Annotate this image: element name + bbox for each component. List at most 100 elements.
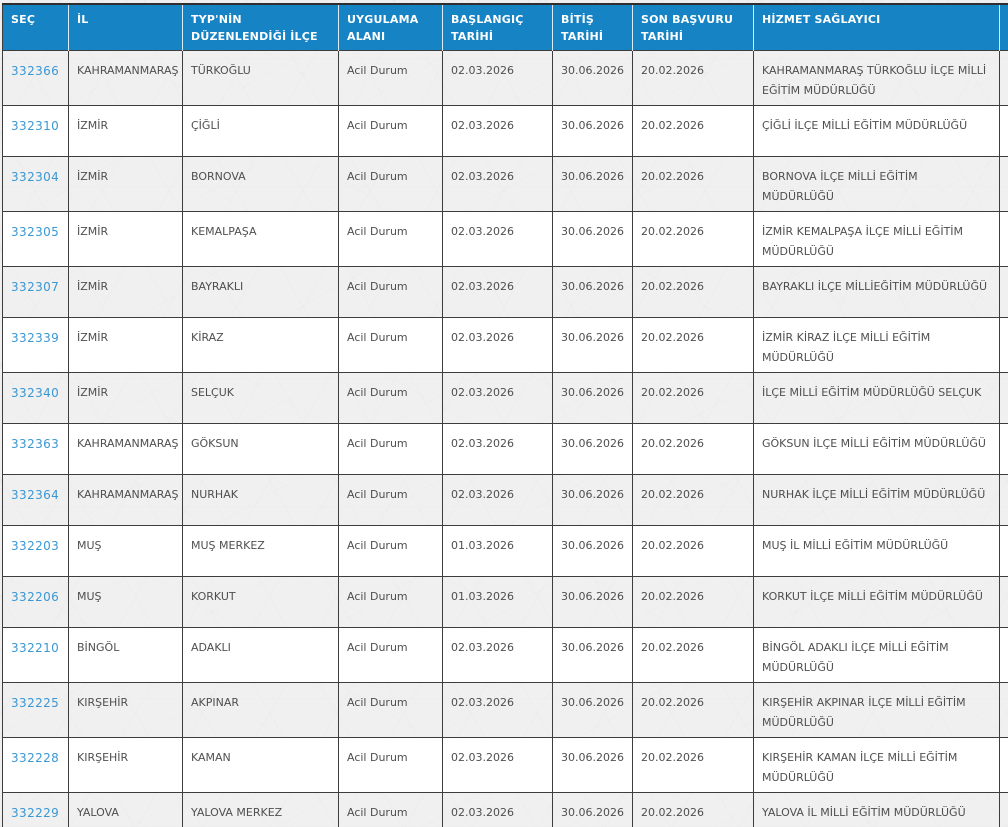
cell-son-basvuru-tarihi: 20.02.2026 [632, 792, 754, 827]
cell-islem-clipped [999, 105, 1008, 157]
cell-baslangic-tarihi: 01.03.2026 [442, 525, 553, 577]
cell-son-basvuru-tarihi: 20.02.2026 [632, 682, 754, 738]
cell-son-basvuru-tarihi: 20.02.2026 [632, 627, 754, 683]
cell-ilce: GÖKSUN [182, 423, 339, 475]
cell-il: KAHRAMANMARAŞ [68, 423, 183, 475]
cell-baslangic-tarihi: 02.03.2026 [442, 737, 553, 793]
cell-il: İZMİR [68, 317, 183, 373]
cell-il: İZMİR [68, 266, 183, 318]
cell-uygulama-alani: Acil Durum [338, 266, 443, 318]
cell-uygulama-alani: Acil Durum [338, 50, 443, 106]
typ-id-link[interactable]: 332366 [11, 64, 60, 78]
table-header: SEÇ İL TYP'NİN DÜZENLENDİĞİ İLÇE UYGULAM… [2, 4, 1008, 51]
typ-id-link[interactable]: 332228 [11, 751, 60, 765]
cell-il: KIRŞEHİR [68, 737, 183, 793]
cell-sec: 332366 [2, 50, 69, 106]
cell-ilce: ADAKLI [182, 627, 339, 683]
cell-islem-clipped [999, 474, 1008, 526]
cell-bitis-tarihi: 30.06.2026 [552, 372, 633, 424]
table-row: 332225 KIRŞEHİR AKPINAR Acil Durum 02.03… [2, 682, 1008, 738]
cell-uygulama-alani: Acil Durum [338, 525, 443, 577]
column-header-son-basvuru-tarihi: SON BAŞVURU TARİHİ [632, 4, 754, 51]
cell-baslangic-tarihi: 02.03.2026 [442, 211, 553, 267]
cell-baslangic-tarihi: 02.03.2026 [442, 792, 553, 827]
typ-table: SEÇ İL TYP'NİN DÜZENLENDİĞİ İLÇE UYGULAM… [2, 3, 1008, 827]
table-row: 332210 BİNGÖL ADAKLI Acil Durum 02.03.20… [2, 627, 1008, 683]
cell-bitis-tarihi: 30.06.2026 [552, 211, 633, 267]
cell-islem-clipped [999, 423, 1008, 475]
cell-uygulama-alani: Acil Durum [338, 792, 443, 827]
cell-son-basvuru-tarihi: 20.02.2026 [632, 105, 754, 157]
cell-hizmet-saglayici: KIRŞEHİR KAMAN İLÇE MİLLİ EĞİTİM MÜDÜRLÜ… [753, 737, 1000, 793]
cell-hizmet-saglayici: BAYRAKLI İLÇE MİLLİEĞİTİM MÜDÜRLÜĞÜ [753, 266, 1000, 318]
typ-id-link[interactable]: 332305 [11, 225, 60, 239]
cell-hizmet-saglayici: YALOVA İL MİLLİ EĞİTİM MÜDÜRLÜĞÜ [753, 792, 1000, 827]
typ-id-link[interactable]: 332225 [11, 696, 60, 710]
cell-islem-clipped [999, 737, 1008, 793]
table-row: 332304 İZMİR BORNOVA Acil Durum 02.03.20… [2, 156, 1008, 212]
cell-il: KAHRAMANMARAŞ [68, 50, 183, 106]
cell-ilce: MUŞ MERKEZ [182, 525, 339, 577]
cell-bitis-tarihi: 30.06.2026 [552, 682, 633, 738]
cell-islem-clipped [999, 211, 1008, 267]
cell-ilce: KORKUT [182, 576, 339, 628]
typ-id-link[interactable]: 332210 [11, 641, 60, 655]
table-body: 332366 KAHRAMANMARAŞ TÜRKOĞLU Acil Durum… [2, 50, 1008, 827]
cell-sec: 332203 [2, 525, 69, 577]
cell-islem-clipped [999, 576, 1008, 628]
cell-sec: 332225 [2, 682, 69, 738]
cell-hizmet-saglayici: MUŞ İL MİLLİ EĞİTİM MÜDÜRLÜĞÜ [753, 525, 1000, 577]
table-row: 332206 MUŞ KORKUT Acil Durum 01.03.2026 … [2, 576, 1008, 628]
cell-bitis-tarihi: 30.06.2026 [552, 317, 633, 373]
typ-id-link[interactable]: 332304 [11, 170, 60, 184]
cell-sec: 332310 [2, 105, 69, 157]
cell-son-basvuru-tarihi: 20.02.2026 [632, 576, 754, 628]
typ-id-link[interactable]: 332310 [11, 119, 60, 133]
cell-bitis-tarihi: 30.06.2026 [552, 737, 633, 793]
cell-bitis-tarihi: 30.06.2026 [552, 627, 633, 683]
cell-ilce: ÇİĞLİ [182, 105, 339, 157]
cell-baslangic-tarihi: 02.03.2026 [442, 423, 553, 475]
cell-ilce: YALOVA MERKEZ [182, 792, 339, 827]
cell-sec: 332363 [2, 423, 69, 475]
typ-id-link[interactable]: 332206 [11, 590, 60, 604]
table-row: 332340 İZMİR SELÇUK Acil Durum 02.03.202… [2, 372, 1008, 424]
table-row: 332366 KAHRAMANMARAŞ TÜRKOĞLU Acil Durum… [2, 50, 1008, 106]
cell-islem-clipped [999, 50, 1008, 106]
cell-uygulama-alani: Acil Durum [338, 576, 443, 628]
cell-bitis-tarihi: 30.06.2026 [552, 50, 633, 106]
cell-islem-clipped [999, 156, 1008, 212]
cell-son-basvuru-tarihi: 20.02.2026 [632, 372, 754, 424]
cell-il: İZMİR [68, 105, 183, 157]
cell-uygulama-alani: Acil Durum [338, 105, 443, 157]
cell-hizmet-saglayici: İZMİR KEMALPAŞA İLÇE MİLLİ EĞİTİM MÜDÜRL… [753, 211, 1000, 267]
cell-hizmet-saglayici: GÖKSUN İLÇE MİLLİ EĞİTİM MÜDÜRLÜĞÜ [753, 423, 1000, 475]
cell-son-basvuru-tarihi: 20.02.2026 [632, 266, 754, 318]
cell-ilce: KİRAZ [182, 317, 339, 373]
cell-baslangic-tarihi: 02.03.2026 [442, 682, 553, 738]
column-header-il: İL [68, 4, 183, 51]
cell-sec: 332304 [2, 156, 69, 212]
cell-sec: 332228 [2, 737, 69, 793]
cell-sec: 332206 [2, 576, 69, 628]
typ-id-link[interactable]: 332363 [11, 437, 60, 451]
column-header-uygulama-alani: UYGULAMA ALANI [338, 4, 443, 51]
typ-id-link[interactable]: 332229 [11, 806, 60, 820]
typ-id-link[interactable]: 332339 [11, 331, 60, 345]
cell-bitis-tarihi: 30.06.2026 [552, 525, 633, 577]
cell-ilce: BAYRAKLI [182, 266, 339, 318]
cell-baslangic-tarihi: 02.03.2026 [442, 474, 553, 526]
header-row: SEÇ İL TYP'NİN DÜZENLENDİĞİ İLÇE UYGULAM… [2, 4, 1008, 51]
cell-il: İZMİR [68, 372, 183, 424]
cell-sec: 332305 [2, 211, 69, 267]
table-row: 332363 KAHRAMANMARAŞ GÖKSUN Acil Durum 0… [2, 423, 1008, 475]
cell-islem-clipped [999, 627, 1008, 683]
cell-ilce: TÜRKOĞLU [182, 50, 339, 106]
typ-id-link[interactable]: 332340 [11, 386, 60, 400]
cell-bitis-tarihi: 30.06.2026 [552, 576, 633, 628]
typ-id-link[interactable]: 332203 [11, 539, 60, 553]
cell-hizmet-saglayici: ÇİĞLİ İLÇE MİLLİ EĞİTİM MÜDÜRLÜĞÜ [753, 105, 1000, 157]
typ-id-link[interactable]: 332307 [11, 280, 60, 294]
typ-id-link[interactable]: 332364 [11, 488, 60, 502]
